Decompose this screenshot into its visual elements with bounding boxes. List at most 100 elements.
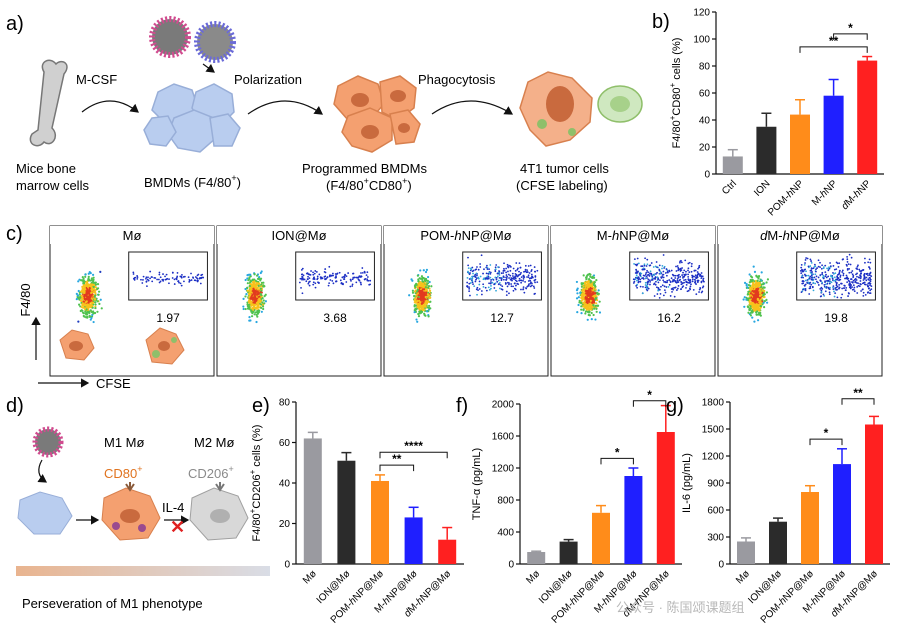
flow-event [647,271,650,274]
flow-event [595,279,598,282]
flow-event [524,270,527,273]
flow-event [824,271,827,274]
flow-event [862,281,865,284]
flow-event [476,266,478,268]
flow-event [140,278,142,281]
flow-event [587,313,590,317]
flow-event [89,318,92,321]
flow-event [416,299,419,303]
flow-event [817,276,820,279]
flow-event [87,278,90,281]
flow-event [416,320,419,323]
flow-event [478,280,481,283]
flow-event [836,278,838,281]
flow-event [838,286,841,289]
flow-event [820,267,823,270]
flow-event [589,304,592,307]
flow-event [644,257,647,260]
flow-event [490,279,492,281]
panel-label-b: b) [652,11,670,33]
flow-event [684,274,686,277]
flow-event [688,261,691,264]
flow-event [408,294,411,297]
flow-event [301,277,304,280]
d-caption: Perseveration of M1 phenotype [22,596,203,611]
flow-event [262,281,265,284]
flow-event [482,285,485,288]
flow-event [99,298,102,301]
flow-event [84,307,87,310]
flow-event [519,266,522,269]
flow-event [425,291,428,294]
flow-event [246,303,249,306]
flow-event [697,279,700,282]
flow-event [757,313,760,316]
flow-event [846,281,849,283]
flow-event [819,261,821,264]
flow-event [589,273,592,276]
flow-event [809,269,812,272]
flow-event [579,291,582,294]
flow-event [428,289,432,292]
flow-event [314,270,317,272]
flow-event [836,262,839,265]
flow-event [819,287,822,290]
flow-event [587,290,590,294]
flow-event [355,281,358,284]
flow-event [821,273,824,276]
flow-event [415,283,418,286]
flow-event [414,301,417,304]
flow-event [867,291,870,294]
flow-event [802,280,804,282]
flow-event [422,288,426,291]
flow-event [586,286,589,289]
flow-event [580,305,583,308]
flow-event [820,286,823,289]
flow-plot: ION@Mø 3.68 [216,225,382,377]
flow-event [75,292,78,295]
flow-event [468,290,471,293]
flow-event [314,282,317,285]
flow-event [253,283,256,287]
flow-event [77,289,80,293]
flow-event [495,289,497,292]
flow-event [246,274,249,277]
flow-event [755,288,758,291]
flow-event [853,278,856,281]
flow-event [806,282,809,284]
flow-event [671,280,674,283]
flow-event [755,313,758,316]
flow-event [858,285,861,288]
panel-label-g: g) [666,395,684,417]
flow-event [424,289,427,292]
flow-event [93,311,97,315]
flow-event [325,277,328,280]
flow-event [422,285,426,288]
flow-event [141,282,144,284]
flow-event [359,281,362,284]
flow-event [666,270,669,273]
flow-event [323,270,326,273]
arrow-np [202,63,215,73]
flow-event [869,292,872,295]
flow-event [355,276,358,279]
flow-event [661,284,664,287]
flow-event [588,291,591,294]
flow-event [82,306,85,309]
flow-event [595,295,598,298]
flow-event [681,282,684,285]
flow-event [527,285,530,287]
flow-event [301,276,304,279]
y-tick-label: 1200 [492,464,515,475]
flow-event [588,308,591,311]
flow-event [582,293,585,296]
flow-event [747,299,750,302]
flow-event [761,288,764,292]
flow-event [848,271,851,274]
flow-event [869,289,872,292]
flow-event [749,314,753,317]
flow-event [517,283,520,286]
flow-event [479,263,481,265]
flow-event [662,276,665,279]
flow-event [513,276,515,279]
